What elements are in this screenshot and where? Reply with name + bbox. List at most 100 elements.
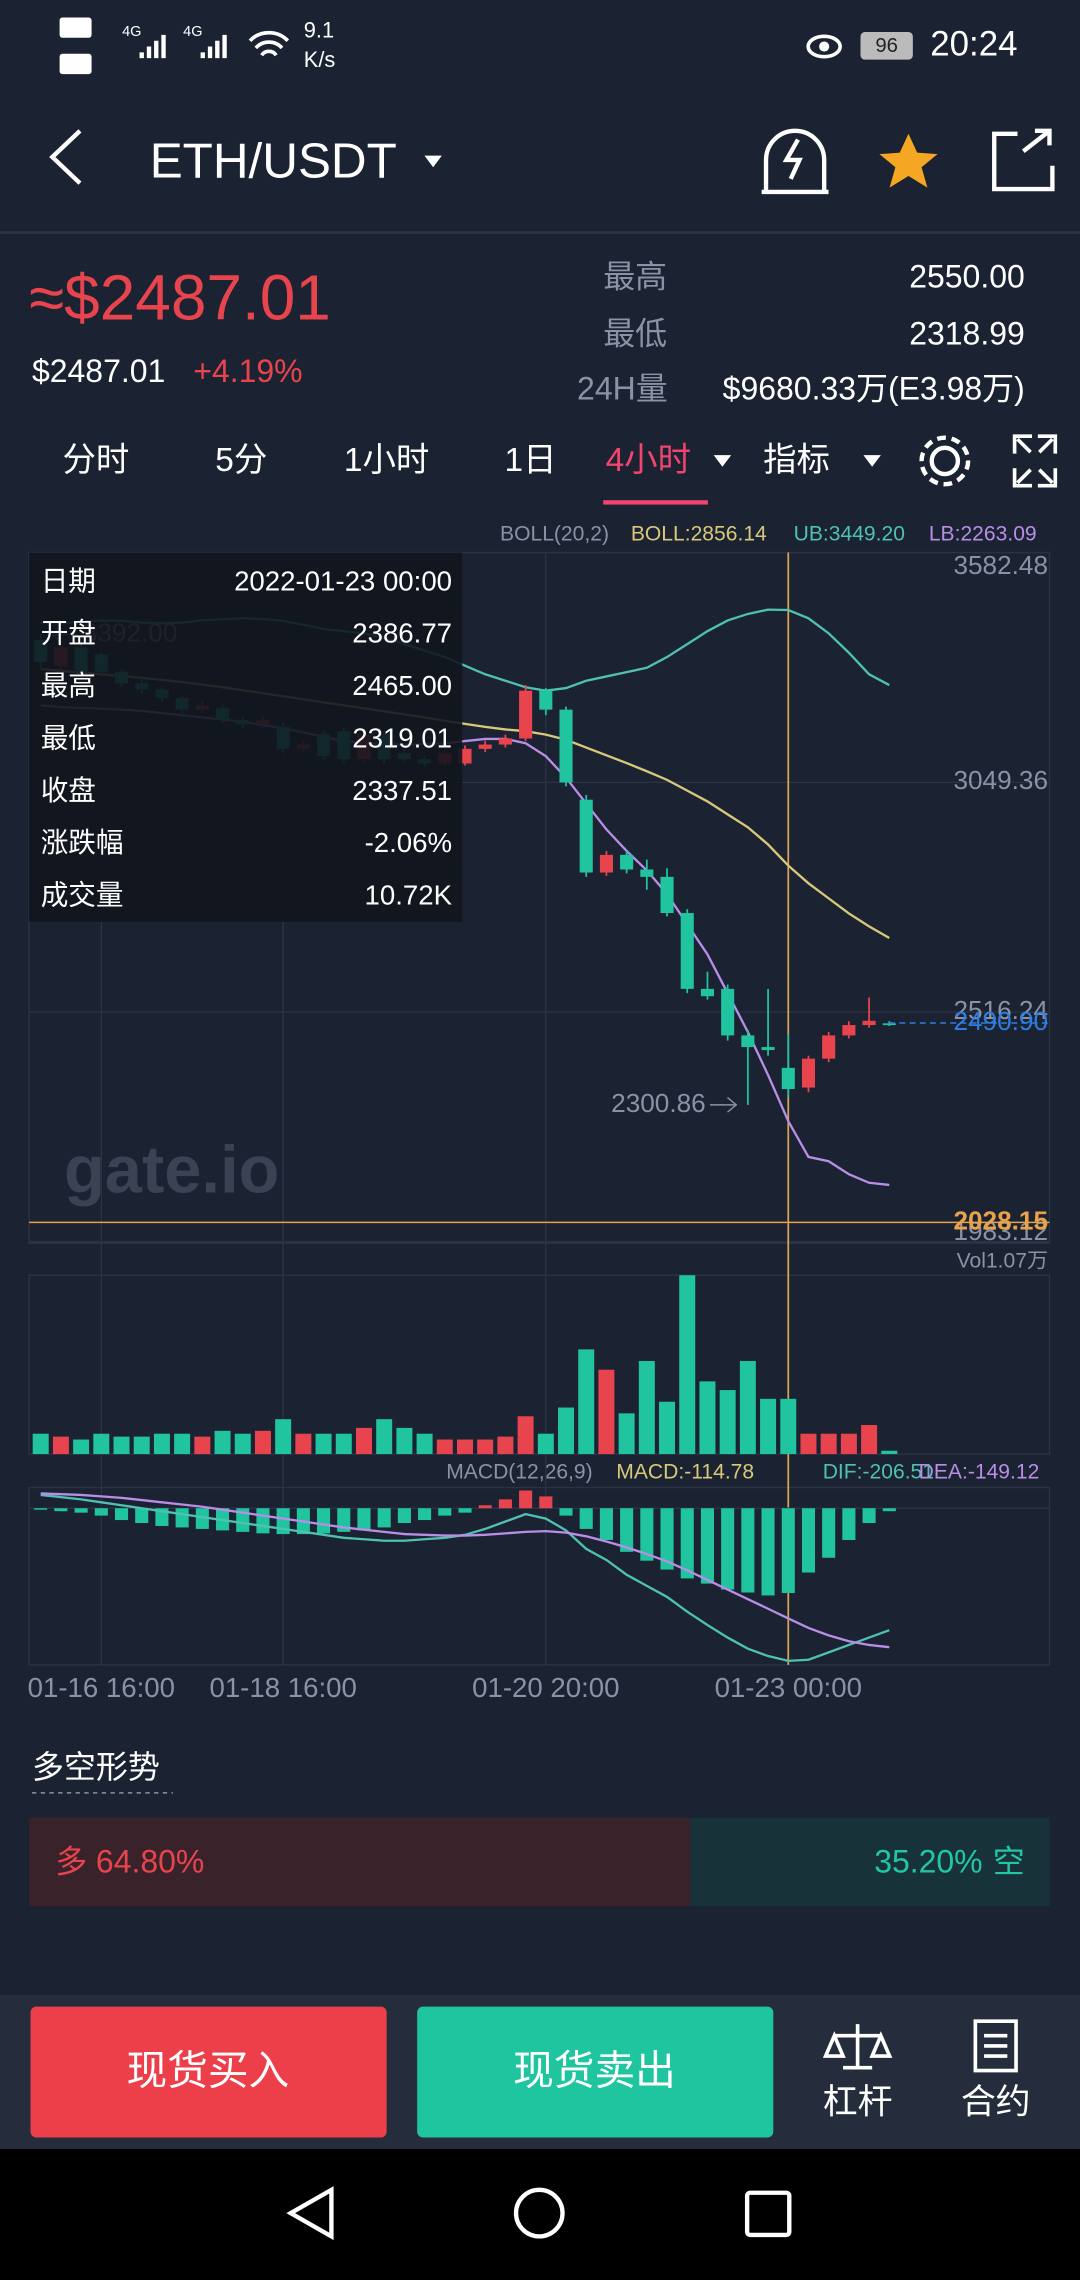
macd-bar xyxy=(256,1508,270,1534)
tooltip-rows: 日期 2022-01-23 00:00 开盘 2386.77 最高 2465.00 最低 23… xyxy=(41,565,453,910)
tab[interactable]: 1日 xyxy=(505,442,557,479)
volume-bar xyxy=(93,1433,110,1455)
alert-button[interactable] xyxy=(761,128,829,195)
volume-bar xyxy=(396,1427,413,1455)
volume-bar xyxy=(376,1419,393,1455)
macd-bar xyxy=(721,1508,735,1590)
short-label: 空 xyxy=(993,1844,1025,1880)
battery-icon xyxy=(860,31,913,60)
stat-value: $9680.33万(E3.98万) xyxy=(723,371,1025,407)
macd-bar xyxy=(680,1508,694,1579)
futures-label[interactable]: 合约 xyxy=(961,2082,1031,2121)
signal-icon xyxy=(139,34,166,59)
macd-bar xyxy=(74,1508,88,1513)
candle-body xyxy=(700,988,714,997)
volume-bar xyxy=(497,1436,514,1455)
pair-dropdown[interactable] xyxy=(424,155,442,168)
tooltip-value: 2465.00 xyxy=(352,670,452,701)
tab-dropdown[interactable] xyxy=(713,455,732,467)
futures-icon[interactable] xyxy=(973,2019,1018,2073)
fullscreen-button[interactable] xyxy=(1012,434,1058,488)
volume-bar xyxy=(881,1450,898,1455)
tab-dropdown[interactable] xyxy=(863,455,881,467)
volume-bar xyxy=(457,1439,473,1455)
macd-bar xyxy=(862,1508,876,1524)
nav-home[interactable] xyxy=(513,2187,565,2239)
last-price: ≈$2487.01 xyxy=(29,261,331,333)
candle-body xyxy=(620,854,634,870)
tab[interactable]: 1小时 xyxy=(344,442,429,479)
macd-bar xyxy=(54,1508,68,1512)
x-tick-label: 01-23 00:00 xyxy=(715,1672,862,1703)
volume-bar xyxy=(840,1433,857,1455)
tooltip-value: 2386.77 xyxy=(352,618,452,649)
nav-back[interactable] xyxy=(286,2186,334,2241)
macd-bar xyxy=(640,1508,654,1561)
macd-bar xyxy=(599,1508,613,1541)
volume-bar xyxy=(537,1433,554,1455)
volume-bar xyxy=(295,1433,312,1455)
eye-icon xyxy=(806,34,842,59)
volume-bar xyxy=(32,1433,49,1455)
favorite-button[interactable] xyxy=(879,133,938,188)
macd-bar xyxy=(741,1508,755,1593)
candle-body xyxy=(741,1035,755,1048)
x-tick-label: 01-20 20:00 xyxy=(472,1672,619,1703)
tab[interactable]: 分时 xyxy=(63,442,130,479)
candle-body xyxy=(579,799,593,873)
macd-bar xyxy=(397,1508,411,1524)
share-button[interactable] xyxy=(992,128,1055,192)
macd-bar xyxy=(842,1508,856,1541)
candle-body xyxy=(498,738,512,745)
battery-level: 96 xyxy=(875,35,898,57)
net-speed: 9.1 xyxy=(304,18,334,43)
watermark: gate.io xyxy=(64,1133,279,1208)
tab[interactable]: 5分 xyxy=(215,442,267,479)
ticker: ≈$2487.01 $2487.01 +4.19% 最高 2550.00 最低 … xyxy=(29,259,1025,407)
margin-icon[interactable] xyxy=(822,2024,893,2070)
buy-button[interactable] xyxy=(30,2006,387,2138)
macd-bar xyxy=(175,1508,189,1528)
tab[interactable]: 指标 xyxy=(763,442,830,479)
stat-label: 最高 xyxy=(603,259,667,295)
y-tick-label: 3049.36 xyxy=(953,765,1048,795)
settings-button[interactable] xyxy=(929,445,961,477)
clock: 20:24 xyxy=(930,25,1017,64)
interval-tabs: 分时 5分 1小时 1日 4小时 指标 xyxy=(63,434,1058,505)
volume-bar xyxy=(618,1413,635,1455)
tooltip-label: 成交量 xyxy=(41,879,124,910)
pair-title[interactable]: ETH/USDT xyxy=(150,133,397,188)
tooltip-value: 2337.51 xyxy=(352,775,452,806)
macd-bar xyxy=(114,1508,129,1521)
volume-bar xyxy=(638,1361,655,1455)
volume-bar xyxy=(214,1430,231,1455)
margin-label[interactable]: 杠杆 xyxy=(823,2082,893,2121)
volume-bar xyxy=(436,1439,453,1455)
stat-value: 2318.99 xyxy=(909,315,1025,351)
indicator-label: BOLL:2856.14 xyxy=(631,523,767,546)
indicator-label: UB:3449.20 xyxy=(794,523,905,546)
ls-bar xyxy=(29,1817,1050,1907)
macd-bar xyxy=(34,1508,48,1510)
back-button[interactable] xyxy=(49,129,82,185)
volume-bar xyxy=(275,1419,292,1455)
candle-body xyxy=(640,869,654,877)
nav-recent[interactable] xyxy=(744,2190,792,2238)
volume-bar xyxy=(153,1433,170,1455)
volume-bar xyxy=(719,1390,736,1455)
sell-button[interactable] xyxy=(417,2006,774,2138)
candle-body xyxy=(599,854,613,873)
volume-bar xyxy=(739,1361,756,1455)
buy-label[interactable]: 现货买入 xyxy=(126,2047,289,2093)
macd-bar xyxy=(438,1508,452,1516)
tab-active[interactable]: 4小时 xyxy=(606,442,691,479)
settings-button[interactable] xyxy=(919,435,971,487)
sell-label[interactable]: 现货卖出 xyxy=(513,2047,676,2093)
volume-bar xyxy=(477,1439,494,1455)
wifi-icon xyxy=(248,30,290,57)
tooltip-label: 最高 xyxy=(41,670,96,701)
macd-bar xyxy=(761,1508,775,1596)
